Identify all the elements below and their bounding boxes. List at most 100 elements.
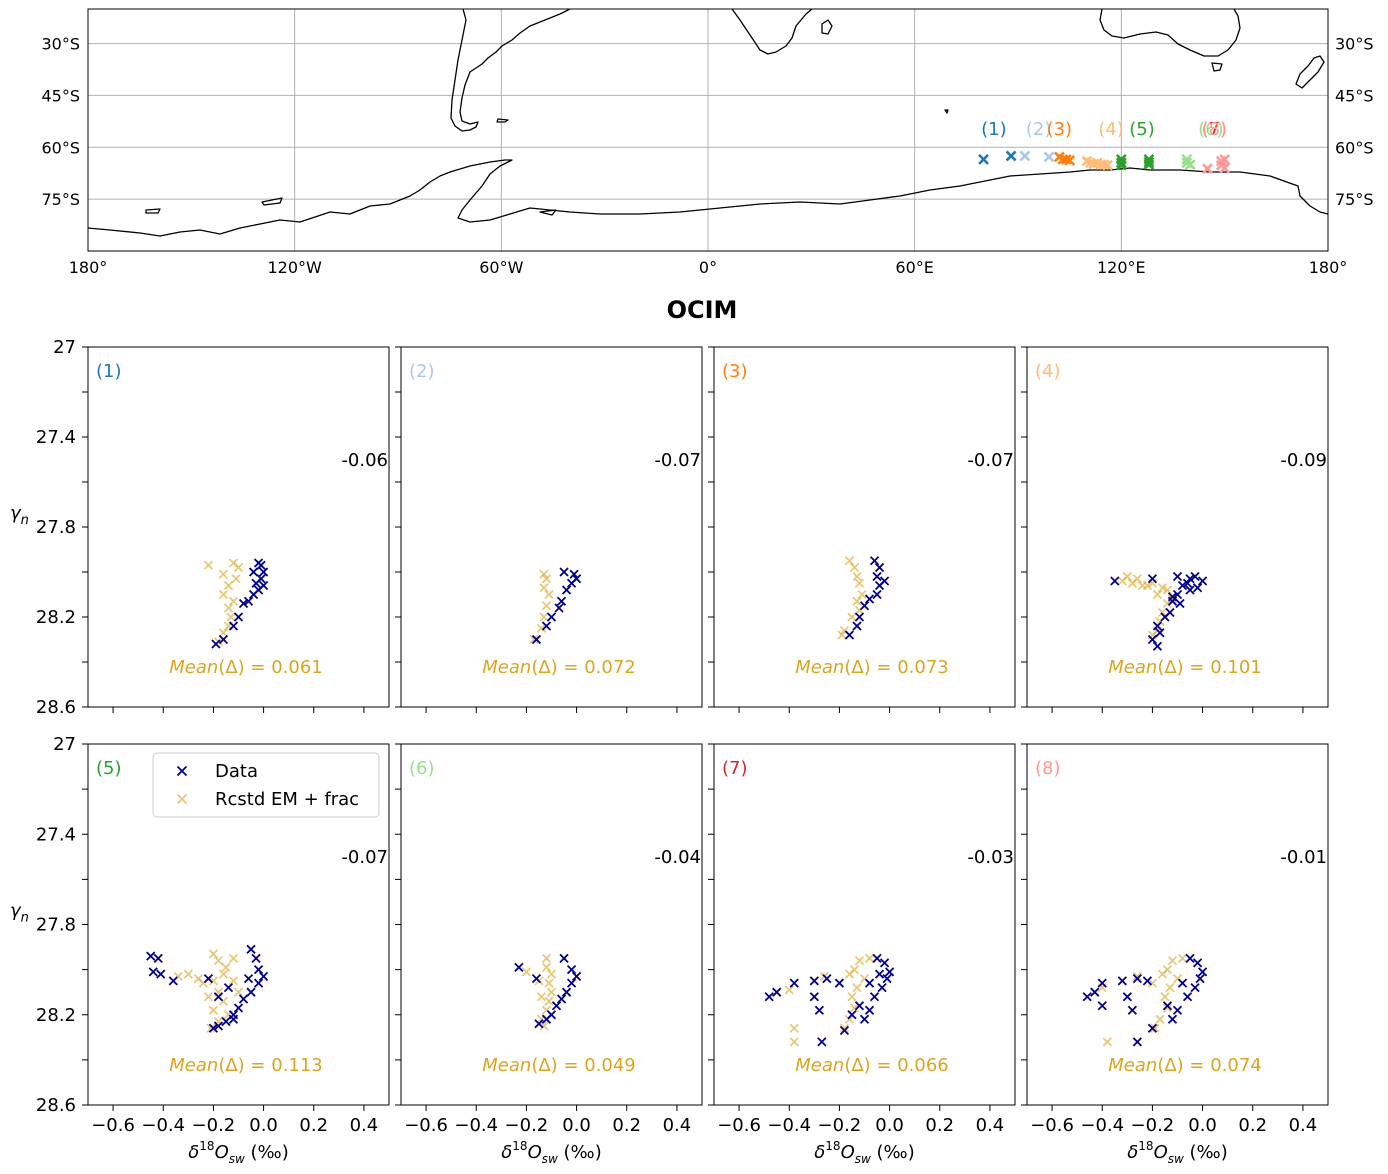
data-point bbox=[566, 578, 577, 588]
lon-tick: 180° bbox=[1309, 258, 1348, 277]
lat-tick-left: 45°S bbox=[41, 86, 80, 105]
panel-background bbox=[401, 347, 702, 707]
x-axis-label: δ18Osw (‰) bbox=[188, 1139, 288, 1166]
data-point bbox=[1185, 953, 1195, 963]
station-marker bbox=[1219, 162, 1231, 174]
recon-point bbox=[789, 1037, 799, 1047]
data-point bbox=[869, 556, 880, 566]
data-point bbox=[1160, 612, 1170, 622]
data-point bbox=[854, 1001, 865, 1011]
data-point bbox=[211, 639, 221, 649]
data-point bbox=[153, 953, 163, 963]
station-marker bbox=[1115, 159, 1127, 171]
data-point bbox=[847, 1010, 857, 1020]
data-point bbox=[789, 978, 799, 988]
recon-point bbox=[203, 560, 214, 570]
panel-frame bbox=[713, 346, 1016, 708]
panel-annotation: -0.07 bbox=[967, 450, 1014, 471]
x-tick-label: 0.4 bbox=[1289, 1115, 1318, 1136]
coastlines bbox=[88, 9, 1328, 237]
data-point bbox=[559, 567, 569, 577]
station-label: (4) bbox=[1098, 119, 1124, 140]
station-marker bbox=[1219, 153, 1231, 165]
data-point bbox=[243, 974, 254, 984]
recon-point bbox=[1132, 574, 1143, 584]
x-tick-label: 0.4 bbox=[663, 1115, 692, 1136]
station-map: 30°S 30°S 45°S 45°S 60°S 60°S 75°S 75°S 180° 120°… bbox=[41, 8, 1374, 277]
lat-tick-left: 30°S bbox=[41, 35, 80, 54]
mean-delta-label: Mean(Δ) = 0.101 bbox=[1108, 657, 1261, 678]
recon-point bbox=[1157, 583, 1168, 593]
markers bbox=[837, 556, 890, 640]
station-label: (7) bbox=[1202, 119, 1228, 140]
y-tick-label: 28.6 bbox=[36, 1095, 76, 1116]
data-point bbox=[233, 612, 244, 622]
lat-tick-right: 45°S bbox=[1335, 86, 1374, 105]
recon-point bbox=[1177, 953, 1188, 963]
data-point bbox=[1132, 1037, 1143, 1047]
data-point bbox=[764, 992, 774, 1002]
data-point bbox=[566, 964, 577, 975]
panel-annotation: -0.07 bbox=[654, 450, 701, 471]
recon-point bbox=[223, 580, 234, 591]
panel-4: (4) -0.09 Mean(Δ) = 0.101 bbox=[1021, 346, 1329, 713]
panel-3: (3) -0.07 Mean(Δ) = 0.073 bbox=[708, 346, 1016, 713]
panel-label: (3) bbox=[722, 361, 748, 382]
x-tick-label: −0.4 bbox=[454, 1115, 498, 1136]
recon-point bbox=[1167, 955, 1178, 966]
data-point bbox=[854, 612, 865, 622]
lat-tick-left: 75°S bbox=[41, 190, 80, 209]
coastline-south-america bbox=[450, 9, 571, 132]
recon-point bbox=[213, 955, 224, 966]
data-point bbox=[531, 974, 542, 984]
y-tick-label: 28.2 bbox=[36, 1005, 76, 1026]
data-point bbox=[551, 1001, 562, 1011]
data-point bbox=[148, 967, 158, 977]
data-point bbox=[1097, 978, 1107, 988]
panel-6: −0.6 −0.4 −0.2 0.0 0.2 0.4 δ18Osw (‰) (6) -0.04 M… bbox=[395, 743, 703, 1166]
station-marker bbox=[1184, 159, 1196, 170]
markers bbox=[529, 567, 582, 645]
mean-delta-label: Mean(Δ) = 0.073 bbox=[795, 657, 948, 678]
data-point bbox=[1172, 571, 1183, 582]
recon-point bbox=[539, 1021, 549, 1031]
x-tick-label: −0.4 bbox=[767, 1115, 811, 1136]
data-point bbox=[213, 1021, 224, 1031]
coastline-island-c bbox=[539, 209, 557, 216]
recon-point bbox=[228, 953, 239, 963]
data-point bbox=[877, 983, 887, 993]
mean-delta-label: Mean(Δ) = 0.074 bbox=[1108, 1055, 1261, 1076]
panel-background bbox=[714, 744, 1015, 1105]
station-marker bbox=[1143, 156, 1155, 168]
panel-frame bbox=[713, 743, 1016, 1106]
data-point bbox=[864, 1005, 875, 1015]
mean-delta-label: Mean(Δ) = 0.072 bbox=[482, 657, 635, 678]
data-point bbox=[168, 976, 178, 986]
panel-annotation: -0.09 bbox=[1280, 450, 1327, 471]
lat-tick-right: 30°S bbox=[1335, 35, 1374, 54]
data-point bbox=[864, 978, 875, 988]
data-point bbox=[246, 987, 256, 997]
panel-background bbox=[714, 347, 1015, 707]
panel-background bbox=[88, 347, 389, 707]
legend: Data Rcstd EM + frac bbox=[152, 752, 380, 818]
recon-point bbox=[544, 978, 554, 988]
data-point bbox=[1162, 1001, 1173, 1011]
data-point bbox=[839, 1025, 850, 1036]
panel-frame bbox=[400, 346, 703, 708]
x-tick-label: −0.6 bbox=[1030, 1115, 1074, 1136]
lon-tick: 60°E bbox=[895, 258, 933, 277]
station-label: (8) bbox=[1202, 119, 1228, 140]
x-tick-label: 0.0 bbox=[875, 1115, 904, 1136]
recon-point bbox=[541, 962, 552, 973]
recon-point bbox=[1162, 598, 1173, 609]
recon-point bbox=[221, 962, 231, 973]
recon-point bbox=[1160, 992, 1170, 1002]
data-point bbox=[809, 976, 819, 986]
recon-point bbox=[784, 985, 794, 995]
recon-point bbox=[849, 1003, 860, 1013]
data-point bbox=[258, 567, 269, 577]
recon-point bbox=[541, 601, 552, 611]
x-tick-label: 0.0 bbox=[1188, 1115, 1217, 1136]
coastline-antarctica bbox=[88, 159, 1328, 237]
